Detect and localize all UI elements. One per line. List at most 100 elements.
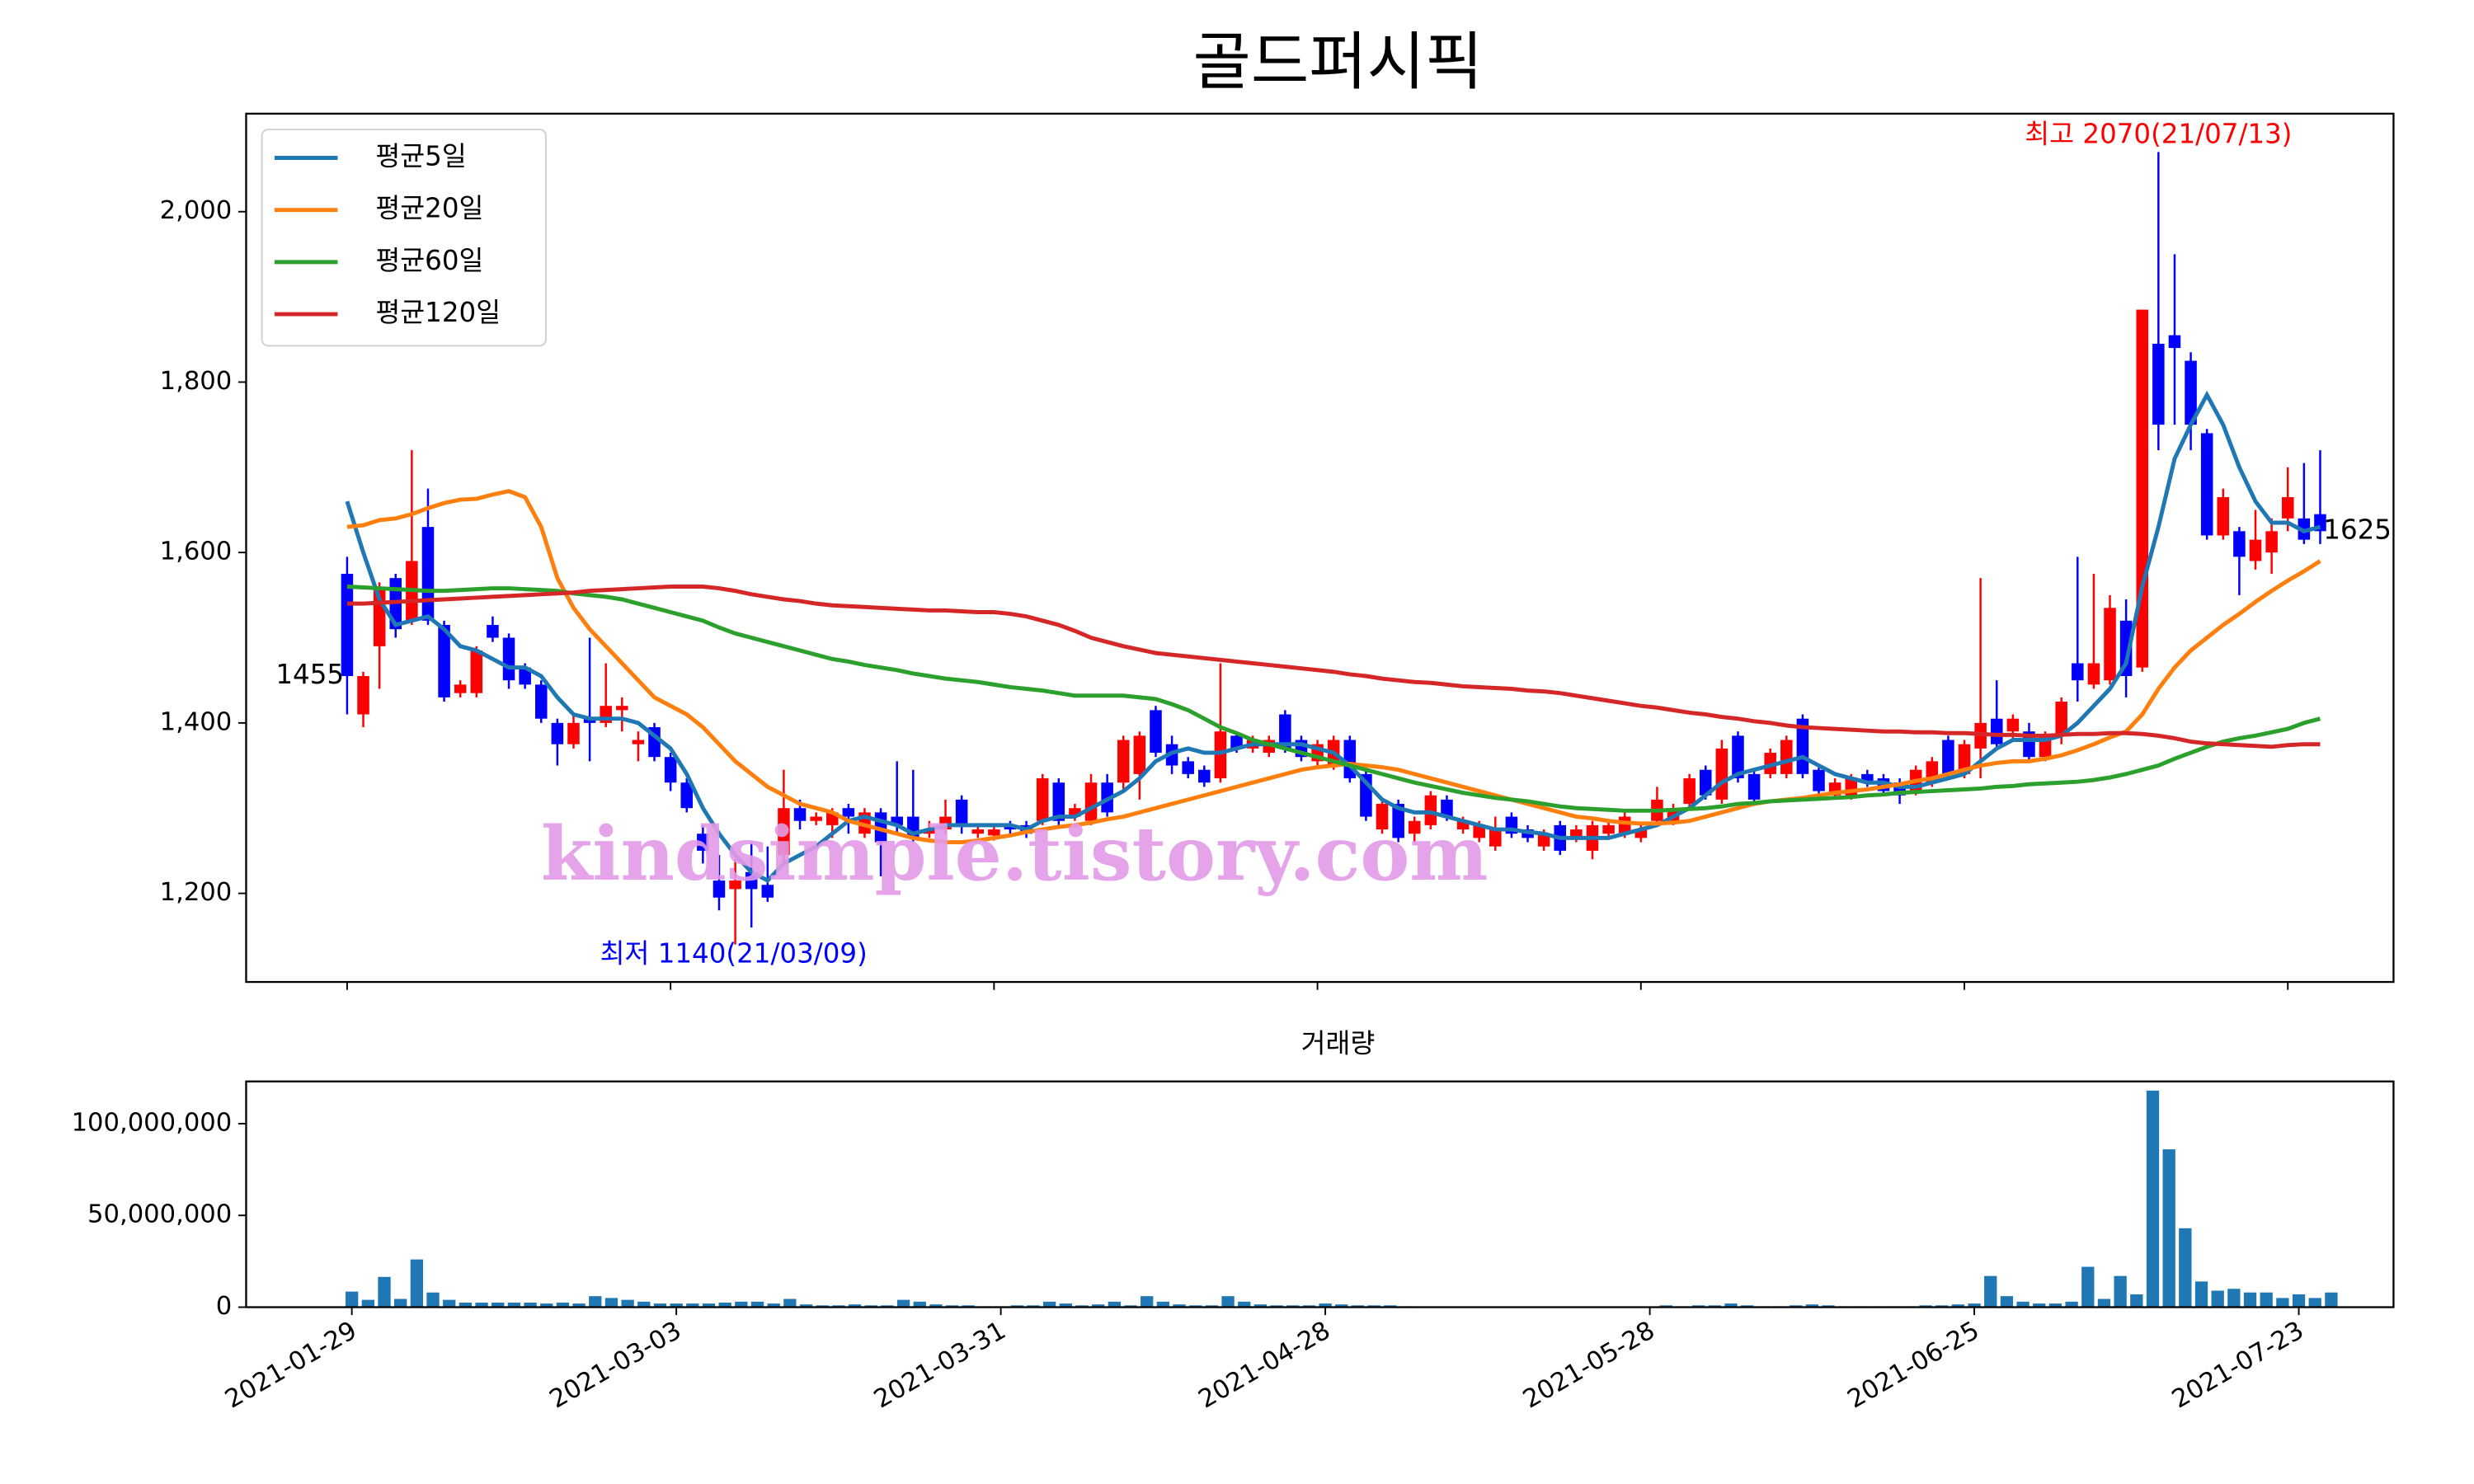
volume-bar: [1221, 1296, 1235, 1308]
candle-body: [1441, 799, 1453, 817]
candle-body: [2249, 539, 2262, 561]
volume-bar: [2065, 1301, 2078, 1308]
legend-label: 평균20일: [375, 193, 483, 224]
candle-body: [2265, 531, 2278, 553]
candle-body: [810, 816, 822, 821]
candle-body: [357, 676, 369, 715]
candle-body: [1279, 714, 1291, 749]
volume-bar: [361, 1299, 374, 1308]
annotation: 최저 1140(21/03/09): [600, 938, 868, 970]
candle-body: [1473, 824, 1485, 838]
volume-bar: [604, 1298, 618, 1308]
volume-bar: [2033, 1303, 2046, 1308]
candle-body: [551, 722, 564, 744]
candle-body: [1699, 769, 1712, 796]
chart-title: 골드퍼시픽: [1192, 26, 1483, 99]
candle-body: [1150, 710, 1162, 754]
volume-bar: [475, 1302, 488, 1308]
candle-body: [2168, 335, 2181, 349]
candle-body: [1408, 820, 1421, 834]
volume-bar: [1253, 1304, 1268, 1308]
volume-bar: [346, 1291, 359, 1308]
y-tick-label: 2,000: [160, 196, 233, 225]
volume-bar: [492, 1302, 505, 1308]
price-plot: 1,200 1,400 1,600 1,800 2,000 1455 1625 최고 2070…: [160, 119, 2392, 990]
volume-bar: [2097, 1298, 2111, 1308]
candle-body: [697, 834, 709, 851]
candle-body: [2119, 620, 2133, 677]
volume-bar: [2211, 1290, 2224, 1308]
candle-body: [502, 637, 515, 681]
volume-bar: [2162, 1149, 2175, 1308]
candle-body: [1004, 824, 1017, 830]
y-tick-label: 1,200: [160, 878, 233, 907]
candle-body: [1117, 740, 1130, 783]
volume-bar: [2325, 1292, 2338, 1308]
ma-line: [345, 390, 2321, 884]
volume-bar: [507, 1302, 521, 1308]
candle-body: [616, 706, 628, 711]
volume-frame: [245, 1080, 2395, 1308]
candle-body: [1958, 744, 1971, 774]
volume-bar: [653, 1303, 667, 1308]
candle-body: [745, 871, 758, 890]
volume-bar: [1951, 1304, 1965, 1308]
candle-body: [1537, 834, 1550, 847]
volume-bar: [718, 1302, 731, 1308]
volume-bar: [686, 1303, 699, 1308]
volume-bar: [378, 1276, 391, 1308]
candle-body: [1715, 748, 1729, 800]
legend-label: 평균5일: [375, 140, 466, 171]
y-tick-label: 100,000,000: [72, 1108, 233, 1137]
volume-bar: [750, 1301, 764, 1308]
candle-body: [1683, 778, 1696, 805]
candle-body: [891, 816, 903, 825]
candle-body: [988, 829, 1000, 836]
ma-line: [346, 585, 2321, 813]
volume-bar: [767, 1303, 780, 1308]
first-close-label: 1455: [275, 659, 344, 690]
candle-body: [2233, 531, 2246, 557]
candle-body: [1182, 761, 1194, 774]
volume-bar: [1108, 1301, 1121, 1308]
volume-bar: [1805, 1304, 1818, 1308]
volume-bar: [702, 1303, 716, 1308]
volume-bar: [783, 1298, 797, 1308]
candle-body: [1747, 773, 1761, 800]
volume-bar: [1319, 1303, 1332, 1308]
legend-label: 평균120일: [375, 297, 501, 328]
candle-body: [567, 722, 580, 744]
candle-body: [955, 799, 968, 825]
y-tick-label: 1,400: [160, 707, 233, 736]
candle-body: [470, 650, 483, 693]
candle-body: [341, 573, 354, 677]
volume-bar: [2292, 1294, 2306, 1308]
candle-body: [1813, 769, 1825, 791]
candle-body: [2200, 433, 2213, 536]
candle-body: [583, 718, 596, 723]
volume-bar: [896, 1299, 910, 1308]
candle-body: [2087, 663, 2100, 685]
candle-body: [664, 757, 677, 783]
volume-bar: [1724, 1303, 1738, 1308]
volume-bar: [589, 1296, 602, 1308]
candle-body: [1570, 829, 1583, 838]
candle-body: [923, 829, 936, 834]
volume-bar: [913, 1301, 926, 1308]
volume-bar: [524, 1302, 537, 1308]
volume-bar: [1156, 1301, 1170, 1308]
volume-bar: [2146, 1090, 2160, 1308]
candle-body: [1230, 735, 1243, 749]
candle-body: [1133, 735, 1146, 774]
candle-body: [2217, 496, 2230, 536]
candle-body: [680, 782, 694, 809]
volume-bar: [2114, 1275, 2127, 1308]
candle-body: [2023, 731, 2035, 758]
candle-body: [1198, 769, 1211, 783]
candle-body: [421, 527, 435, 621]
candle-body: [2104, 608, 2116, 681]
candle-body: [1376, 804, 1389, 830]
candle-body: [2006, 718, 2020, 732]
candle-body: [1424, 795, 1437, 825]
